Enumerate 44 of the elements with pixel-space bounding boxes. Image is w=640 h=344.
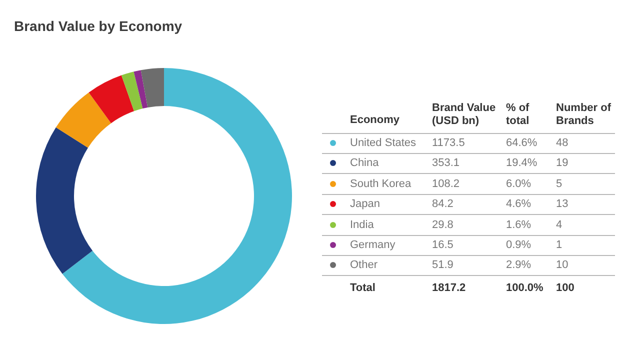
data-label: 4.6% — [506, 197, 532, 212]
donut-slice — [121, 72, 143, 112]
data-label: 1173.5 — [432, 136, 465, 150]
data-label: 19.4% — [506, 156, 538, 170]
data-label: 10 — [556, 258, 568, 272]
data-label: 84.2 — [432, 197, 454, 212]
category-label: Other — [350, 258, 378, 272]
data-label: 13 — [556, 197, 568, 212]
donut-slice — [62, 68, 292, 324]
data-label: 4 — [556, 218, 562, 232]
data-label: 1 — [556, 238, 562, 252]
category-label: Germany — [350, 238, 396, 252]
text: % of total — [506, 102, 530, 128]
text: 1817.2 — [432, 282, 466, 294]
data-label: 16.5 — [432, 238, 454, 252]
donut-slice — [56, 92, 112, 148]
category-label: Japan — [350, 197, 380, 212]
donut-slice — [88, 75, 134, 124]
data-label: 353.1 — [432, 156, 460, 170]
text: Number of Brands — [556, 102, 612, 128]
category-label: South Korea — [350, 176, 412, 191]
data-label: 2.9% — [506, 258, 532, 272]
data-label: 5 — [556, 176, 562, 191]
data-label: 108.2 — [432, 176, 460, 191]
donut-slice — [140, 68, 164, 108]
data-label: 64.6% — [506, 136, 538, 150]
text: Brand Value (USD bn) — [432, 102, 497, 128]
text: 100 — [556, 282, 574, 294]
data-label: 0.9% — [506, 238, 532, 252]
donut-slice — [36, 127, 93, 274]
data-label: 48 — [556, 136, 568, 150]
data-label: 6.0% — [506, 176, 532, 191]
category-label: China — [350, 156, 379, 170]
data-label: 19 — [556, 156, 568, 170]
data-label: 1.6% — [506, 218, 532, 232]
text: Economy — [350, 113, 400, 127]
category-label: United States — [350, 136, 416, 150]
category-label: India — [350, 218, 374, 232]
data-label: 51.9 — [432, 258, 454, 272]
donut-slice — [134, 70, 148, 109]
text: 100.0% — [506, 282, 544, 294]
text: Total — [350, 280, 376, 295]
chart-title: Brand Value by Economy — [14, 18, 182, 34]
data-label: 29.8 — [432, 218, 454, 232]
